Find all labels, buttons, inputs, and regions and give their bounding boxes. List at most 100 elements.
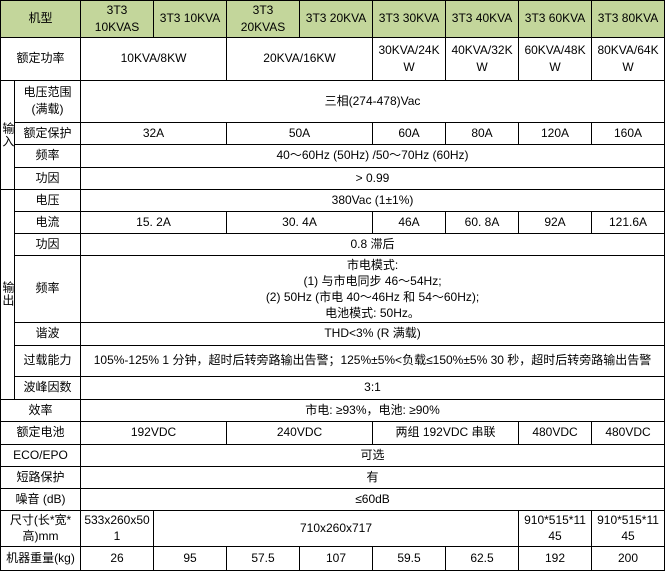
model-name: 3T3 10KVA [153, 0, 228, 38]
input-frequency-row: 频率 40～60Hz (50Hz) /50～70Hz (60Hz) [1, 143, 665, 168]
cell-battery: 两组 192VDC 串联 [372, 420, 520, 445]
cell-efficiency: 市电: ≥93%，电池: ≥90% [80, 398, 665, 422]
cell-rated-protection: 50A [226, 121, 374, 145]
row-label-output-power-factor: 功因 [13, 232, 82, 256]
cell-input-power-factor: > 0.99 [80, 166, 665, 190]
cell-output-current: 15. 2A [80, 210, 228, 234]
noise-row: 噪音 (dB) ≤60dB [0, 487, 665, 511]
cell-dimensions: 710x260x717 [153, 509, 520, 548]
row-label-eco-epo: ECO/EPO [0, 443, 82, 467]
model-name: 3T3 60KVA [518, 0, 593, 38]
cell-output-power-factor: 0.8 滞后 [80, 232, 665, 256]
group-label-output: 输出 [0, 188, 15, 400]
cell-battery: 480VDC [591, 420, 665, 445]
model-name: 3T3 10KVAS [80, 0, 155, 38]
cell-harmonics: THD<3% (R 满载) [80, 321, 665, 346]
crest-factor-row: 波峰因数 3:1 [1, 375, 665, 400]
cell-battery: 480VDC [518, 420, 593, 445]
output-power-factor-row: 功因 0.8 滞后 [1, 232, 665, 256]
row-label-rated-protection: 额定保护 [13, 121, 82, 145]
row-label-output-frequency: 频率 [13, 254, 82, 323]
cell-weight: 59.5 [372, 546, 447, 571]
output-frequency-line: 市电模式: [346, 257, 399, 272]
row-label-efficiency: 效率 [0, 398, 82, 422]
cell-rated-power: 60KVA/48KW [518, 36, 593, 81]
cell-battery: 240VDC [226, 420, 374, 445]
output-frequency-line: 电池模式: 50Hz。 [325, 305, 420, 320]
row-label-rated-power: 额定功率 [0, 36, 82, 81]
output-frequency-line: (2) 50Hz (市电 40～46Hz 和 54～60Hz); [265, 289, 480, 304]
overload-row: 过载能力 105%-125% 1 分钟，超时后转旁路输出告警；125%±5%<负… [1, 344, 665, 377]
output-current-row: 电流 15. 2A 30. 4A 46A 60. 8A 92A 121.6A [1, 210, 665, 234]
cell-output-current: 30. 4A [226, 210, 374, 234]
cell-rated-power: 40KVA/32KW [445, 36, 520, 81]
cell-output-frequency: 市电模式: (1) 与市电同步 46～54Hz; (2) 50Hz (市电 40… [80, 254, 665, 323]
cell-short-circuit: 有 [80, 465, 665, 489]
dimensions-row: 尺寸(长*宽*高)mm 533x260x501 710x260x717 910*… [0, 509, 665, 548]
cell-eco-epo: 可选 [80, 443, 665, 467]
harmonics-row: 谐波 THD<3% (R 满载) [1, 321, 665, 346]
short-circuit-row: 短路保护 有 [0, 465, 665, 489]
eco-epo-row: ECO/EPO 可选 [0, 443, 665, 467]
row-label-model: 机型 [0, 0, 82, 38]
cell-input-frequency: 40～60Hz (50Hz) /50～70Hz (60Hz) [80, 143, 665, 168]
output-voltage-row: 输出 电压 380Vac (1±1%) [0, 188, 665, 400]
cell-rated-power: 20KVA/16KW [226, 36, 374, 81]
rated-power-row: 额定功率 10KVA/8KW 20KVA/16KW 30KVA/24KW 40K… [0, 36, 665, 81]
input-voltage-range-row: 输入 电压范围(满载) 三相(274-478)Vac [0, 79, 665, 190]
cell-rated-protection: 80A [445, 121, 520, 145]
cell-weight: 192 [518, 546, 593, 571]
row-label-dimensions: 尺寸(长*宽*高)mm [0, 509, 82, 548]
cell-battery: 192VDC [80, 420, 228, 445]
cell-rated-protection: 120A [518, 121, 593, 145]
row-label-input-voltage-range: 电压范围(满载) [13, 79, 82, 123]
cell-weight: 200 [591, 546, 665, 571]
cell-rated-protection: 32A [80, 121, 228, 145]
cell-output-current: 46A [372, 210, 447, 234]
cell-dimensions: 533x260x501 [80, 509, 155, 548]
row-label-battery: 额定电池 [0, 420, 82, 445]
cell-output-current: 92A [518, 210, 593, 234]
row-label-weight: 机器重量(kg) [0, 546, 82, 571]
cell-overload: 105%-125% 1 分钟，超时后转旁路输出告警；125%±5%<负载≤150… [80, 344, 665, 377]
cell-crest-factor: 3:1 [80, 375, 665, 400]
row-label-overload: 过载能力 [13, 344, 82, 377]
cell-rated-power: 80KVA/64KW [591, 36, 665, 81]
cell-weight: 26 [80, 546, 155, 571]
row-label-short-circuit: 短路保护 [0, 465, 82, 489]
rated-protection-row: 额定保护 32A 50A 60A 80A 120A 160A [1, 121, 665, 145]
group-label-input: 输入 [0, 79, 15, 190]
cell-output-voltage: 380Vac (1±1%) [80, 188, 665, 212]
cell-dimensions: 910*515*1145 [591, 509, 665, 548]
model-name: 3T3 40KVA [445, 0, 520, 38]
row-label-noise: 噪音 (dB) [0, 487, 82, 511]
weight-row: 机器重量(kg) 26 95 57.5 107 59.5 62.5 192 20… [0, 546, 665, 571]
model-name: 3T3 20KVA [299, 0, 374, 38]
header-row: 机型 3T3 10KVAS 3T3 10KVA 3T3 20KVAS 3T3 2… [0, 0, 665, 38]
cell-weight: 62.5 [445, 546, 520, 571]
row-label-output-voltage: 电压 [13, 188, 82, 212]
model-name: 3T3 80KVA [591, 0, 665, 38]
cell-weight: 95 [153, 546, 228, 571]
row-label-input-frequency: 频率 [13, 143, 82, 168]
cell-output-current: 60. 8A [445, 210, 520, 234]
cell-input-voltage-range: 三相(274-478)Vac [80, 79, 665, 123]
row-label-crest-factor: 波峰因数 [13, 375, 82, 400]
cell-weight: 107 [299, 546, 374, 571]
cell-rated-power: 10KVA/8KW [80, 36, 228, 81]
cell-rated-protection: 60A [372, 121, 447, 145]
cell-output-current: 121.6A [591, 210, 665, 234]
cell-weight: 57.5 [226, 546, 301, 571]
model-name: 3T3 30KVA [372, 0, 447, 38]
efficiency-row: 效率 市电: ≥93%，电池: ≥90% [0, 398, 665, 422]
cell-rated-power: 30KVA/24KW [372, 36, 447, 81]
cell-noise: ≤60dB [80, 487, 665, 511]
input-power-factor-row: 功因 > 0.99 [1, 166, 665, 190]
battery-row: 额定电池 192VDC 240VDC 两组 192VDC 串联 480VDC 4… [0, 420, 665, 445]
output-frequency-line: (1) 与市电同步 46～54Hz; [303, 273, 442, 288]
model-name: 3T3 20KVAS [226, 0, 301, 38]
cell-dimensions: 910*515*1145 [518, 509, 593, 548]
row-label-input-power-factor: 功因 [13, 166, 82, 190]
row-label-output-current: 电流 [13, 210, 82, 234]
